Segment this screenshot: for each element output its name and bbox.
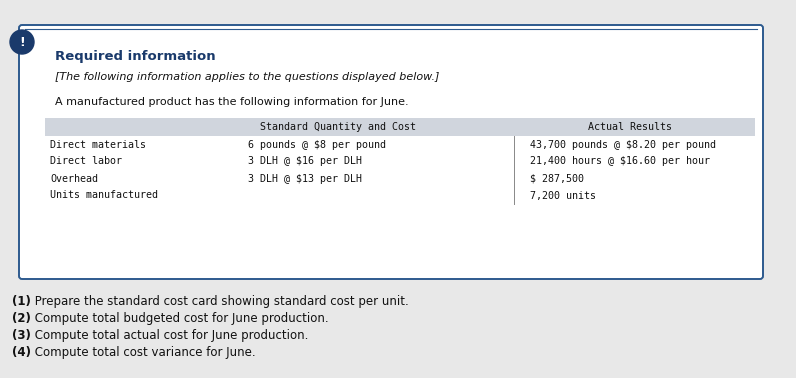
Text: 21,400 hours @ $16.60 per hour: 21,400 hours @ $16.60 per hour bbox=[530, 156, 710, 166]
Text: (2): (2) bbox=[12, 312, 31, 325]
Text: A manufactured product has the following information for June.: A manufactured product has the following… bbox=[55, 97, 408, 107]
Text: Compute total actual cost for June production.: Compute total actual cost for June produ… bbox=[31, 329, 309, 342]
Text: Standard Quantity and Cost: Standard Quantity and Cost bbox=[260, 122, 416, 132]
Text: 6 pounds @ $8 per pound: 6 pounds @ $8 per pound bbox=[248, 139, 386, 150]
Bar bbox=[45, 118, 755, 136]
Text: (3): (3) bbox=[12, 329, 31, 342]
Text: !: ! bbox=[19, 36, 25, 48]
Text: Units manufactured: Units manufactured bbox=[50, 191, 158, 200]
Text: (1): (1) bbox=[12, 295, 31, 308]
Text: Overhead: Overhead bbox=[50, 174, 98, 183]
Text: Required information: Required information bbox=[55, 50, 216, 63]
Text: Direct labor: Direct labor bbox=[50, 156, 122, 166]
FancyBboxPatch shape bbox=[19, 25, 763, 279]
Text: $ 287,500: $ 287,500 bbox=[530, 174, 584, 183]
Text: Actual Results: Actual Results bbox=[588, 122, 672, 132]
Text: [The following information applies to the questions displayed below.]: [The following information applies to th… bbox=[55, 72, 439, 82]
Text: Prepare the standard cost card showing standard cost per unit.: Prepare the standard cost card showing s… bbox=[31, 295, 409, 308]
Text: 43,700 pounds @ $8.20 per pound: 43,700 pounds @ $8.20 per pound bbox=[530, 139, 716, 150]
Text: Compute total budgeted cost for June production.: Compute total budgeted cost for June pro… bbox=[31, 312, 329, 325]
Text: 3 DLH @ $13 per DLH: 3 DLH @ $13 per DLH bbox=[248, 174, 362, 183]
Text: 7,200 units: 7,200 units bbox=[530, 191, 596, 200]
Circle shape bbox=[10, 30, 34, 54]
Text: (4): (4) bbox=[12, 346, 31, 359]
Text: Compute total cost variance for June.: Compute total cost variance for June. bbox=[31, 346, 256, 359]
Text: 3 DLH @ $16 per DLH: 3 DLH @ $16 per DLH bbox=[248, 156, 362, 166]
Text: Direct materials: Direct materials bbox=[50, 139, 146, 150]
